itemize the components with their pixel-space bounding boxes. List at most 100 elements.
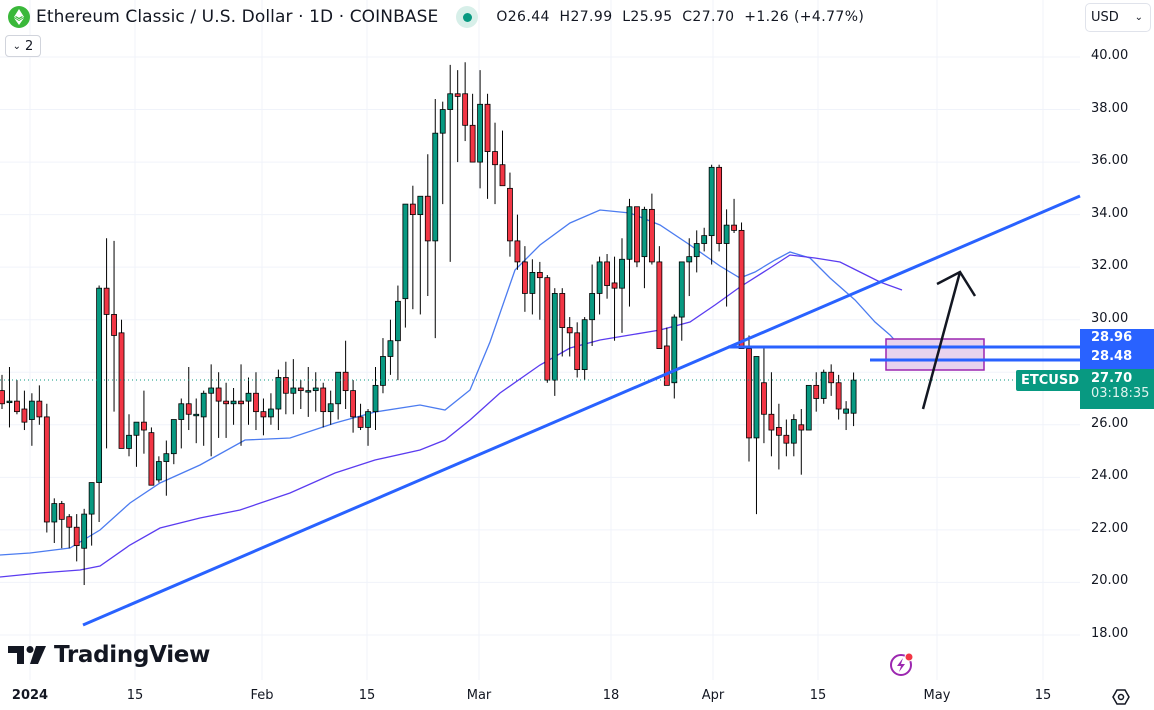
candle[interactable]	[619, 238, 625, 333]
candle[interactable]	[790, 414, 797, 457]
candle[interactable]	[611, 256, 618, 341]
candle[interactable]	[522, 246, 528, 312]
candle[interactable]	[708, 164, 715, 265]
candle[interactable]	[626, 198, 633, 307]
candle[interactable]	[312, 372, 319, 412]
candle[interactable]	[111, 240, 117, 412]
candle[interactable]	[574, 322, 581, 378]
candle[interactable]	[387, 319, 394, 375]
candle[interactable]	[223, 382, 230, 438]
candle[interactable]	[96, 285, 103, 522]
candle[interactable]	[290, 359, 297, 415]
candle[interactable]	[536, 261, 543, 320]
candle[interactable]	[230, 388, 237, 425]
candle[interactable]	[141, 390, 147, 454]
candle[interactable]	[133, 421, 140, 467]
candle[interactable]	[208, 364, 215, 457]
candle[interactable]	[634, 206, 640, 268]
candle[interactable]	[641, 206, 648, 289]
candle[interactable]	[357, 403, 364, 431]
candle[interactable]	[604, 254, 610, 299]
candle[interactable]	[200, 390, 207, 446]
candle[interactable]	[820, 369, 827, 404]
candle[interactable]	[170, 419, 177, 465]
candle[interactable]	[753, 356, 760, 515]
candle[interactable]	[805, 384, 812, 431]
candle[interactable]	[51, 498, 58, 543]
candle[interactable]	[648, 193, 655, 265]
candle[interactable]	[551, 288, 558, 396]
candle[interactable]	[731, 198, 737, 234]
candle[interactable]	[178, 398, 185, 449]
candle[interactable]	[36, 385, 43, 425]
candle[interactable]	[118, 319, 125, 449]
candle[interactable]	[424, 154, 431, 297]
candle[interactable]	[432, 99, 439, 339]
candle[interactable]	[238, 364, 244, 446]
candle[interactable]	[372, 366, 379, 431]
candle[interactable]	[701, 227, 708, 252]
candle[interactable]	[484, 93, 491, 199]
candle[interactable]	[581, 317, 588, 381]
settings-gear-icon[interactable]	[1112, 688, 1130, 710]
candle[interactable]	[21, 390, 28, 431]
candle[interactable]	[693, 230, 700, 273]
candle[interactable]	[828, 364, 835, 396]
candle[interactable]	[761, 345, 767, 444]
candle[interactable]	[738, 222, 745, 349]
currency-select[interactable]: USD ⌄	[1085, 3, 1151, 32]
candle[interactable]	[0, 374, 5, 410]
candle[interactable]	[193, 398, 200, 444]
candle[interactable]	[499, 130, 506, 187]
tradingview-logo[interactable]: TradingView	[8, 642, 210, 668]
candle[interactable]	[320, 382, 327, 428]
candle[interactable]	[14, 380, 20, 415]
candle[interactable]	[566, 317, 573, 357]
candle[interactable]	[81, 508, 88, 586]
candle[interactable]	[716, 164, 723, 252]
candle[interactable]	[185, 366, 192, 431]
candle[interactable]	[559, 288, 566, 357]
candle[interactable]	[439, 101, 446, 205]
candle[interactable]	[447, 64, 454, 262]
candle[interactable]	[88, 482, 95, 546]
candle[interactable]	[596, 256, 603, 315]
candle[interactable]	[462, 62, 469, 142]
chart-drawings[interactable]	[0, 194, 1081, 627]
alert-bolt-icon[interactable]	[888, 651, 918, 683]
candle[interactable]	[417, 195, 424, 315]
candle[interactable]	[813, 372, 820, 412]
candle[interactable]	[746, 335, 752, 462]
candle[interactable]	[454, 70, 461, 163]
candle[interactable]	[297, 380, 304, 410]
candle[interactable]	[275, 369, 282, 431]
candle[interactable]	[775, 403, 782, 470]
candle[interactable]	[155, 456, 162, 483]
symbol-title[interactable]: Ethereum Classic / U.S. Dollar · 1D · CO…	[36, 7, 439, 27]
candle[interactable]	[103, 238, 110, 449]
candle[interactable]	[409, 185, 416, 310]
candle[interactable]	[342, 340, 349, 410]
candle[interactable]	[671, 314, 678, 399]
support-trendline[interactable]	[82, 194, 1081, 627]
indicators-toggle-button[interactable]: ⌄ 2	[5, 35, 41, 57]
candle[interactable]	[663, 327, 670, 386]
candle[interactable]	[350, 380, 356, 433]
candle[interactable]	[253, 372, 259, 431]
candle[interactable]	[529, 259, 536, 315]
candle[interactable]	[686, 238, 693, 297]
candle[interactable]	[589, 264, 596, 346]
candle[interactable]	[843, 401, 850, 431]
candle[interactable]	[768, 372, 775, 457]
candle[interactable]	[469, 93, 476, 163]
candle[interactable]	[798, 409, 805, 475]
candle[interactable]	[514, 214, 521, 270]
candle[interactable]	[783, 419, 790, 457]
candle[interactable]	[305, 366, 312, 417]
candle[interactable]	[245, 377, 252, 425]
candle[interactable]	[544, 275, 551, 383]
candle[interactable]	[282, 361, 289, 415]
candle[interactable]	[6, 366, 13, 428]
candle[interactable]	[365, 409, 371, 446]
